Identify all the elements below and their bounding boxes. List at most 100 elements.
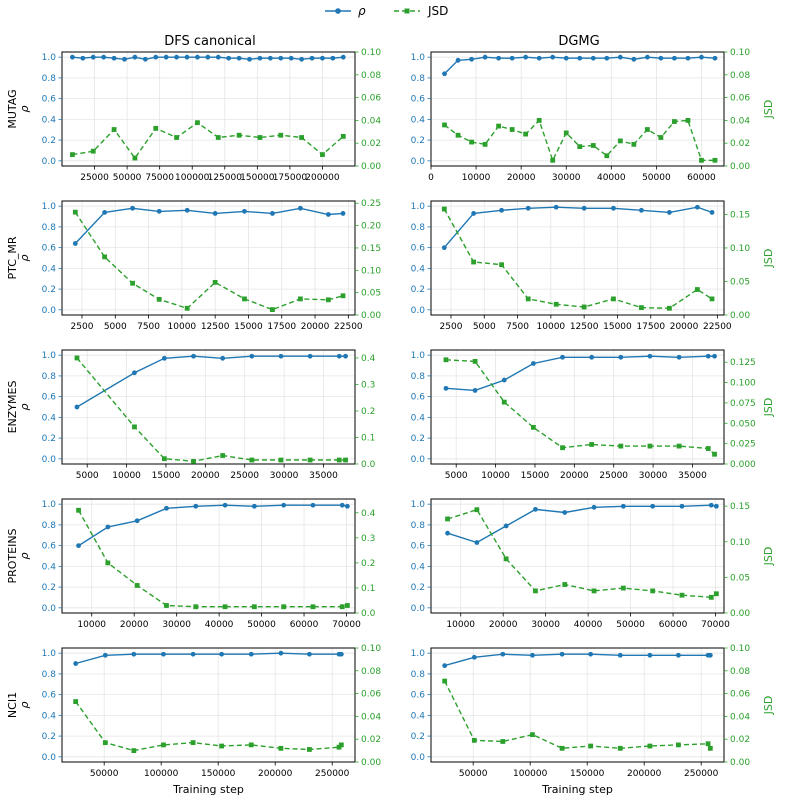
x-tick-label: 70000 xyxy=(332,620,361,630)
jsd-point xyxy=(339,604,345,610)
rho-point xyxy=(74,404,80,410)
plot-frame xyxy=(430,51,725,167)
rho-point xyxy=(325,212,331,217)
rho-point xyxy=(161,355,167,361)
jsd-point xyxy=(536,118,542,123)
y-right-tick-label: 0.04 xyxy=(361,712,381,722)
x-tick-label: 17500 xyxy=(267,322,296,332)
jsd-point xyxy=(222,604,228,610)
y-left-tick-label: 0.0 xyxy=(42,753,57,763)
jsd-point xyxy=(563,130,569,136)
y-left-tick-label: 0.0 xyxy=(411,455,426,465)
jsd-point xyxy=(161,456,167,462)
rho-axis-label: ρ xyxy=(18,701,31,708)
jsd-point xyxy=(631,141,637,147)
jsd-point xyxy=(658,135,664,140)
jsd-point xyxy=(705,446,711,451)
y-right-tick-label: 0.3 xyxy=(361,380,375,390)
jsd-point xyxy=(90,148,96,154)
y-left-tick-label: 0.4 xyxy=(42,413,57,423)
jsd-point xyxy=(442,678,448,684)
rho-series-line xyxy=(444,653,711,667)
y-right-tick-label: 0.4 xyxy=(361,509,376,519)
x-tick-label: 10000 xyxy=(481,471,510,481)
jsd-point xyxy=(249,457,255,463)
y-left-tick-label: 1.0 xyxy=(411,649,426,659)
y-left-tick-label: 0.4 xyxy=(42,115,57,125)
rho-point xyxy=(631,56,637,62)
y-left-tick-label: 1.0 xyxy=(411,500,426,510)
rho-point xyxy=(530,652,535,658)
rho-point xyxy=(72,241,78,246)
rho-point xyxy=(76,543,81,549)
jsd-point xyxy=(174,135,179,140)
jsd-point xyxy=(344,603,350,608)
rho-point xyxy=(105,524,111,530)
y-left-tick-label: 0.6 xyxy=(411,691,426,701)
jsd-point xyxy=(685,118,691,123)
rho-point xyxy=(675,652,681,658)
x-tick-label: 30000 xyxy=(531,620,560,630)
x-tick-label: 50000 xyxy=(616,620,645,630)
y-right-tick-label: 0.000 xyxy=(730,460,756,470)
rho-point xyxy=(101,54,107,60)
jsd-point xyxy=(161,742,166,748)
y-left-tick-label: 0.4 xyxy=(411,413,426,423)
rho-point xyxy=(184,207,190,213)
y-left-tick-label: 0.2 xyxy=(42,583,56,593)
rho-point xyxy=(676,354,682,360)
rho-point xyxy=(310,502,316,508)
rho-point xyxy=(248,651,254,657)
y-right-tick-label: 0.025 xyxy=(730,440,756,450)
y-left-tick-label: 0.2 xyxy=(411,434,425,444)
x-tick-label: 70000 xyxy=(701,620,730,630)
jsd-point xyxy=(184,305,190,311)
jsd-point xyxy=(503,556,509,562)
rho-point xyxy=(307,353,313,359)
y-left-tick-label: 0.8 xyxy=(42,372,57,382)
x-tick-label: 50000 xyxy=(459,769,488,779)
y-left-tick-label: 0.2 xyxy=(411,583,425,593)
x-tick-label: 15000 xyxy=(521,471,550,481)
jsd-point xyxy=(533,588,538,594)
rho-point xyxy=(306,651,312,657)
rho-point xyxy=(445,530,450,536)
rho-point xyxy=(278,55,284,61)
rho-point xyxy=(222,502,228,508)
rho-point xyxy=(559,651,565,657)
x-tick-label: 2500 xyxy=(71,322,94,332)
y-left-tick-label: 0.2 xyxy=(42,285,56,295)
x-tick-label: 20000 xyxy=(670,322,699,332)
rho-point xyxy=(604,55,610,61)
y-right-tick-label: 0.4 xyxy=(361,354,376,364)
jsd-series-line xyxy=(77,509,348,608)
jsd-point xyxy=(474,507,480,513)
y-left-tick-label: 0.0 xyxy=(411,157,426,167)
x-tick-label: 20000 xyxy=(120,620,149,630)
rho-point xyxy=(500,651,506,657)
x-tick-label: 15000 xyxy=(234,322,263,332)
rho-point xyxy=(339,502,345,508)
rho-point xyxy=(190,651,196,657)
jsd-series-line xyxy=(447,508,717,599)
rho-point xyxy=(709,210,715,215)
rho-point xyxy=(205,54,211,60)
rho-point xyxy=(242,208,247,214)
jsd-axis-label: JSD xyxy=(762,696,775,716)
y-right-tick-label: 0.050 xyxy=(730,419,756,429)
rho-point xyxy=(278,353,284,359)
y-right-tick-label: 0.04 xyxy=(730,712,750,722)
jsd-series-line xyxy=(445,359,715,455)
jsd-point xyxy=(639,305,644,311)
rho-point xyxy=(122,56,127,62)
jsd-point xyxy=(131,748,137,753)
jsd-point xyxy=(666,305,672,311)
y-left-tick-label: 0.6 xyxy=(411,393,426,403)
rho-point xyxy=(650,503,656,509)
rho-point xyxy=(501,377,507,383)
rho-point xyxy=(708,502,714,508)
jsd-point xyxy=(705,741,711,747)
rho-point xyxy=(281,502,287,508)
rho-point xyxy=(299,56,305,62)
jsd-point xyxy=(278,457,284,463)
